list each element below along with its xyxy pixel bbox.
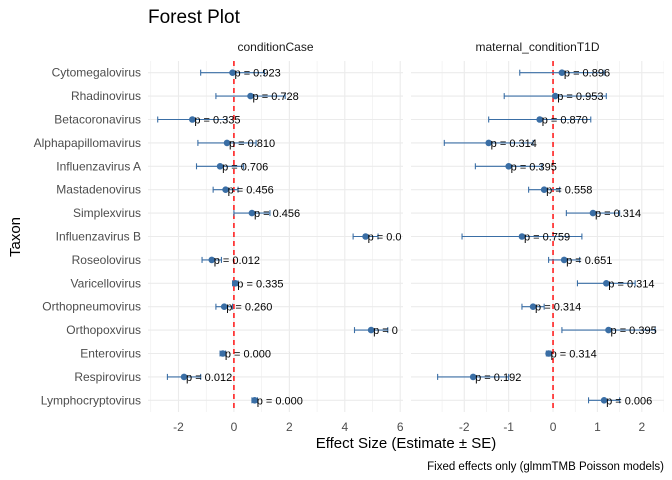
estimate-point [248,209,256,217]
p-value-label: p = 0.314 [535,302,581,314]
estimate-point [518,233,526,240]
x-tick-label: 1 [594,420,601,434]
p-value-label: p = 0.260 [226,302,272,314]
p-value-label: p = 0.314 [608,278,654,290]
estimate-point [220,303,228,311]
p-value-label: p = 0.012 [186,372,232,384]
p-value-label: p = 0.651 [566,255,612,267]
x-tick-label: -2 [173,420,184,434]
p-value-label: p = 0.870 [542,115,588,127]
p-value-label: p = 0.810 [229,138,275,150]
taxon-labels: Cytomegalovirus Rhadinovirus Betacoronavir… [34,66,141,408]
p-value-label: p = 0.335 [237,278,283,290]
p-value-label: p = 0.314 [491,138,537,150]
p-value-label: p = 0.0 [368,232,402,244]
panel-maternal_conditionT1D: maternal_conditionT1D -2 -1 0 1 2 p = 0.896 p =… [411,40,664,434]
estimate-point [602,280,610,287]
taxon-label: Influenzavirus A [56,159,141,173]
estimate-point [247,92,254,100]
p-value-label: p = 0.953 [557,91,603,103]
p-value-label: p = 0.006 [606,395,652,407]
p-value-label: p = 0.395 [611,325,657,337]
taxon-label: Enterovirus [80,347,141,361]
estimate-point [600,397,608,404]
taxon-label: Respirovirus [74,370,141,384]
estimate-point [229,69,236,76]
x-tick-label: 2 [286,420,293,434]
p-value-label: p = 0.896 [564,68,610,80]
x-tick-label: -1 [503,420,514,434]
p-value-label: p = 0.728 [253,91,299,103]
estimate-point [222,186,229,193]
estimate-point [505,163,512,170]
taxon-label: Betacoronavirus [54,113,141,127]
estimate-point [367,326,375,334]
p-value-label: p = 0.012 [214,255,260,267]
p-value-label: p = 0.456 [228,185,274,197]
estimate-point [232,280,239,287]
taxon-label: Mastadenovirus [56,183,141,197]
estimate-point [536,116,544,123]
chart-caption: Fixed effects only (glmmTMB Poisson mode… [427,461,664,473]
x-tick-label: 2 [638,420,645,434]
p-value-label: p = 0.706 [222,161,268,173]
p-value-label: p = 0.759 [524,232,570,244]
estimate-point [216,163,224,170]
p-value-label: p = 0.314 [551,349,597,361]
taxon-label: Orthopneumovirus [42,300,141,314]
estimate-point [540,186,548,193]
taxon-label: Influenzavirus B [56,230,141,244]
estimate-point [223,139,231,147]
taxon-label: Alphapapillomavirus [34,136,141,150]
taxon-label: Rhadinovirus [71,89,141,103]
estimate-point [219,350,227,357]
x-tick-label: 4 [341,420,348,434]
estimate-point [469,373,477,381]
estimate-point [558,69,566,76]
panel-marks: p = 0.923 p = 0.728 p = 0.335 p = 0.810 p = … [157,68,402,407]
p-value-label: p = 0.923 [235,68,281,80]
taxon-label: Orthopoxvirus [66,323,141,337]
p-value-label: p = 0.192 [475,372,521,384]
estimate-point [589,209,597,217]
x-tick-label: -2 [459,420,470,434]
estimate-point [485,139,492,147]
x-tick-label: 0 [231,420,238,434]
taxon-label: Varicellovirus [71,276,141,290]
p-value-label: p = 0 [373,325,398,337]
p-value-label: p = 0.000 [257,395,303,407]
estimate-point [529,303,537,311]
facet-strip-label: maternal_conditionT1D [475,40,599,54]
p-value-label: p = 0.395 [511,161,557,173]
x-axis-title: Effect Size (Estimate ± SE) [316,435,497,452]
estimate-point [251,397,259,404]
estimate-point [362,233,369,240]
p-value-label: p = 0.558 [546,185,592,197]
p-value-label: p = 0.335 [194,115,240,127]
y-axis-title: Taxon [7,217,24,257]
taxon-label: Cytomegalovirus [52,66,141,80]
estimate-point [189,116,196,123]
taxon-label: Roseolovirus [72,253,141,267]
p-value-label: p = 0.000 [225,349,271,361]
x-tick-label: 6 [397,420,404,434]
taxon-label: Lymphocryptovirus [41,393,141,407]
p-value-label: p = 0.314 [595,208,641,220]
estimate-point [605,326,612,334]
estimate-point [560,256,568,264]
estimate-point [180,373,188,381]
facet-strip-label: conditionCase [237,40,313,54]
p-value-label: p = 0.456 [254,208,300,220]
estimate-point [551,92,559,100]
taxon-label: Simplexvirus [73,206,141,220]
chart-title: Forest Plot [148,7,241,28]
estimate-point [545,350,552,357]
x-tick-label: 0 [550,420,557,434]
estimate-point [208,256,216,264]
